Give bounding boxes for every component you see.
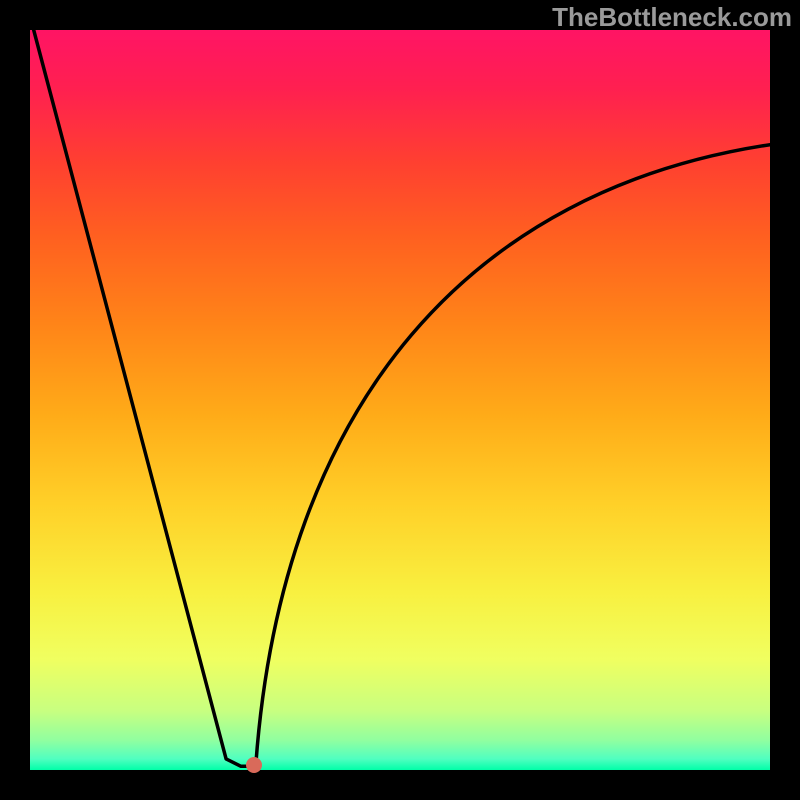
watermark-text: TheBottleneck.com: [552, 2, 792, 33]
optimum-marker: [246, 757, 262, 773]
bottleneck-curve: [30, 30, 770, 770]
plot-area: [30, 30, 770, 770]
